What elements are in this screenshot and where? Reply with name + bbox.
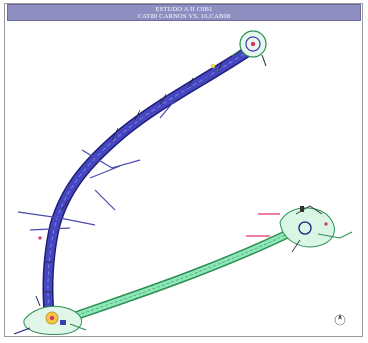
interchange-ramps	[17, 69, 215, 231]
main-road	[42, 44, 256, 328]
east-plaza	[279, 205, 353, 253]
south-junction	[13, 295, 87, 335]
station-marks	[44, 61, 223, 293]
branch-road	[53, 223, 305, 327]
title-line-2: CAT80 CARNOS VS. 16.CAB08	[137, 13, 231, 20]
compass-icon	[334, 314, 346, 326]
station-marker	[38, 236, 42, 240]
north-roundabout	[231, 30, 267, 67]
title-block: ESTUDO A II C0B1 CAT80 CARNOS VS. 16.CAB…	[7, 4, 361, 21]
station-marker	[210, 63, 216, 69]
title-line-1: ESTUDO A II C0B1	[155, 6, 213, 13]
